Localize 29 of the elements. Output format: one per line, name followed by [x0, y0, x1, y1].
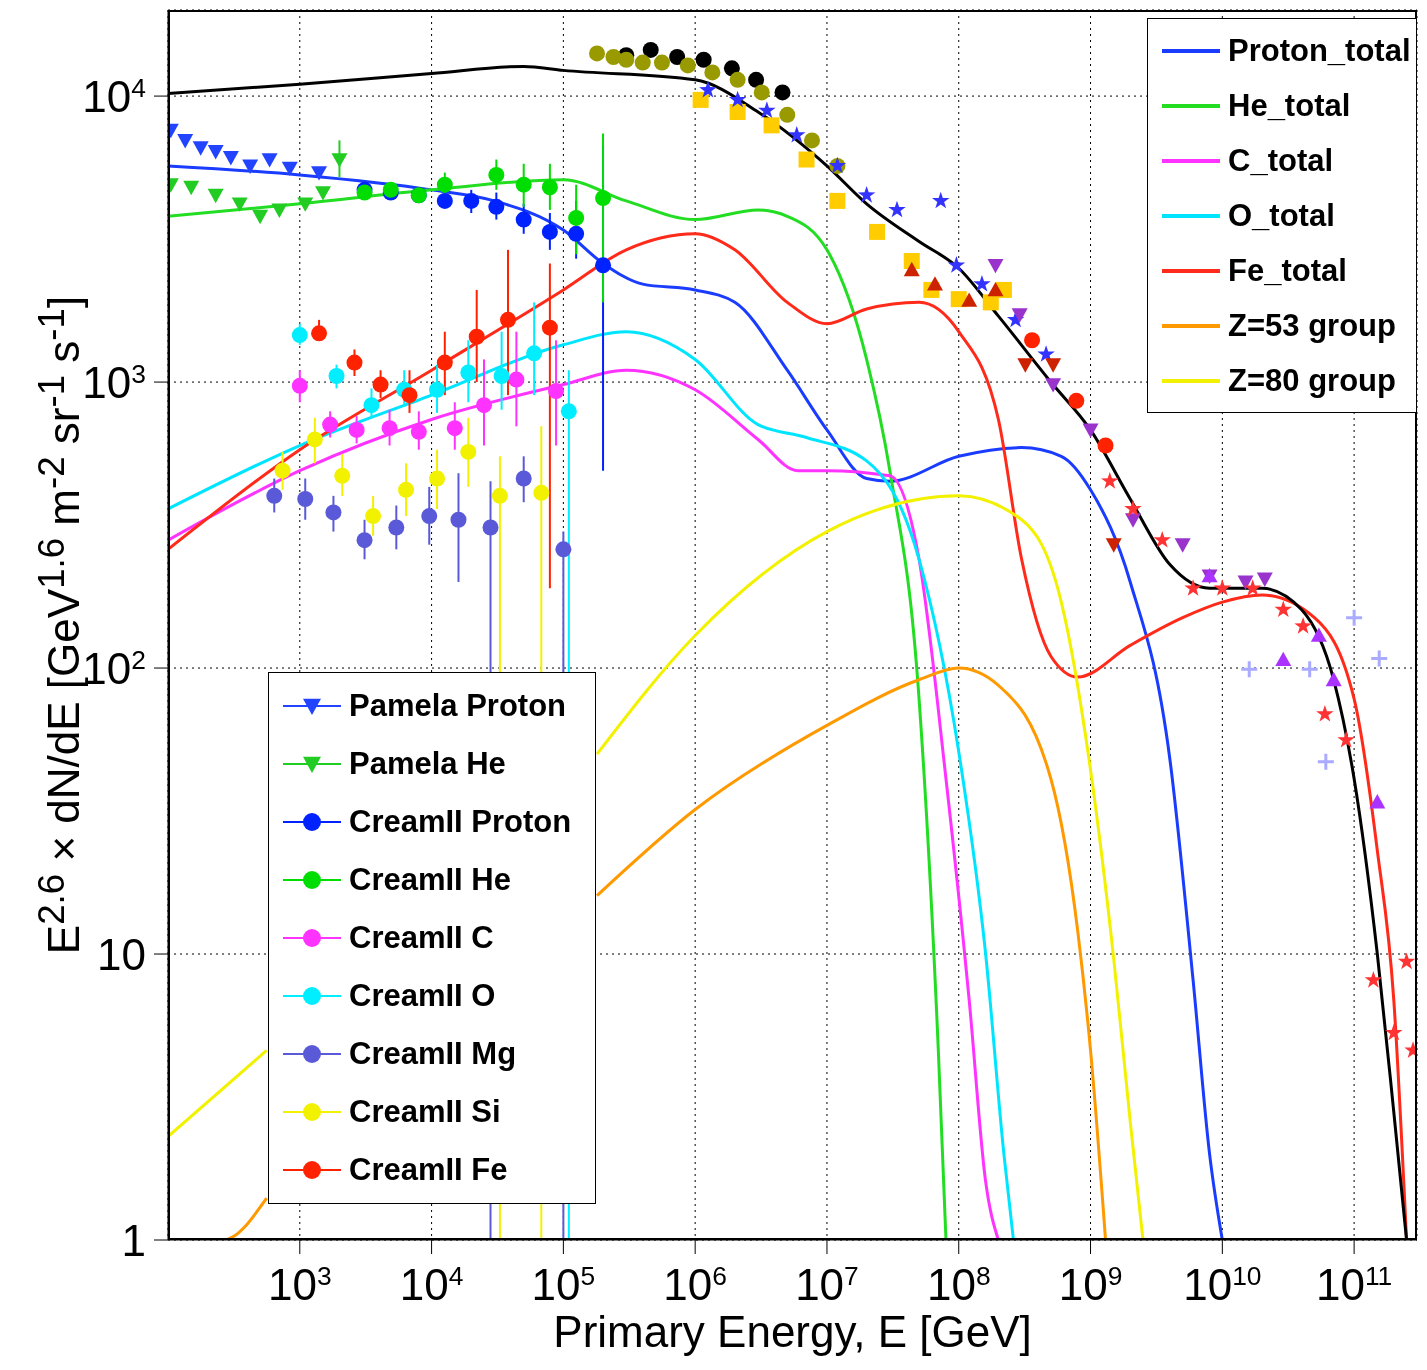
legend-label: Proton_total — [1228, 32, 1411, 69]
x-axis-title: Primary Energy, E [GeV] — [553, 1307, 1032, 1356]
legend-label: CreamII C — [349, 920, 494, 956]
y-tick-label: 10 — [97, 930, 146, 980]
legend-label: He_total — [1228, 87, 1351, 124]
x-tick-label: 10$^{9}$ — [1058, 1260, 1123, 1309]
legend-label: CreamII Si — [349, 1094, 501, 1130]
y-tick-label: 1 — [121, 1216, 146, 1265]
legend-label: CreamII He — [349, 862, 511, 898]
legend-label: CreamII Mg — [349, 1036, 517, 1072]
x-tick-label: 10$^{8}$ — [926, 1260, 991, 1309]
x-tick-label: 10$^{7}$ — [795, 1260, 859, 1309]
legend-label: CreamII Proton — [349, 804, 572, 840]
legend-label: C_total — [1228, 142, 1334, 179]
legend-label: O_total — [1228, 197, 1335, 234]
x-tick-label: 10$^{10}$ — [1183, 1260, 1262, 1309]
legend-label: Pamela Proton — [349, 688, 567, 724]
legend-label: CreamII O — [349, 978, 496, 1014]
y-tick-label: 10$^{4}$ — [82, 72, 146, 122]
legend-label: CreamII Fe — [349, 1152, 508, 1188]
x-tick-label: 10$^{4}$ — [399, 1260, 464, 1309]
x-tick-label: 10$^{5}$ — [531, 1260, 596, 1309]
legend-label: Pamela He — [349, 746, 506, 782]
legend-label: Fe_total — [1228, 252, 1347, 289]
legend-label: Z=80 group — [1228, 362, 1396, 399]
x-tick-label: 10$^{11}$ — [1315, 1260, 1393, 1309]
x-tick-label: 10$^{3}$ — [267, 1260, 332, 1309]
legend-label: Z=53 group — [1228, 307, 1396, 344]
x-tick-label: 10$^{6}$ — [663, 1260, 727, 1309]
